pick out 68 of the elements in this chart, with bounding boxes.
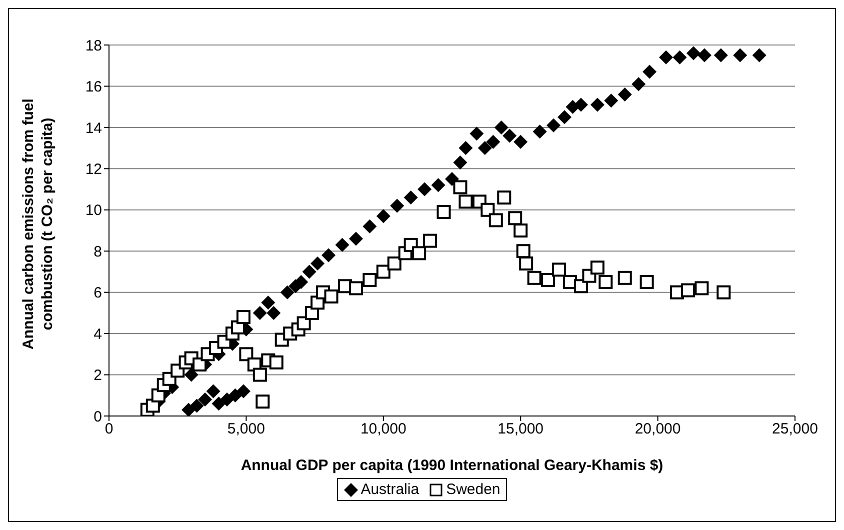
point: [604, 94, 618, 108]
point: [697, 48, 712, 62]
point: [632, 77, 646, 92]
point: [236, 384, 250, 398]
point: [659, 50, 674, 64]
point: [642, 64, 657, 79]
y-tick-label: 18: [85, 37, 102, 54]
y-tick-label: 6: [94, 284, 102, 302]
legend-label: Sweden: [445, 481, 500, 498]
point: [478, 141, 492, 156]
y-tick-label: 14: [85, 120, 102, 137]
point: [431, 178, 446, 192]
point: [190, 398, 204, 413]
point: [618, 87, 632, 102]
point: [376, 209, 390, 224]
point: [182, 402, 196, 416]
point: [558, 110, 572, 124]
point: [335, 238, 350, 252]
point: [184, 368, 198, 382]
x-tick-label: 20,000: [634, 420, 681, 438]
x-axis-title: Annual GDP per capita (1990 International Geary-Khamis $): [240, 457, 664, 474]
point: [590, 98, 604, 112]
point: [280, 285, 294, 300]
point: [733, 48, 748, 62]
point: [266, 306, 281, 320]
point: [228, 388, 242, 402]
point: [494, 120, 508, 134]
y-tick-label: 4: [94, 326, 102, 343]
point: [322, 248, 336, 262]
point: [514, 134, 528, 149]
point: [686, 46, 700, 60]
point: [502, 128, 517, 143]
y-tick-label: 0: [94, 408, 102, 426]
point: [404, 190, 418, 205]
point: [294, 275, 308, 290]
point: [453, 155, 468, 170]
point: [486, 134, 500, 149]
y-tick-label: 10: [85, 202, 102, 220]
point: [752, 48, 766, 62]
y-tick-label: 2: [94, 367, 102, 384]
x-tick-label: 15,000: [498, 420, 544, 438]
point: [390, 198, 404, 213]
y-tick-label: 16: [85, 78, 102, 96]
x-tick-label: 0: [104, 420, 114, 438]
point: [220, 392, 234, 407]
point: [458, 141, 473, 156]
point: [206, 384, 220, 398]
y-tick-label: 12: [85, 160, 102, 178]
point: [470, 126, 484, 141]
point: [252, 306, 267, 320]
point: [546, 118, 561, 132]
x-tick-label: 5,000: [227, 420, 265, 438]
point: [310, 256, 325, 270]
point: [714, 48, 728, 62]
point: [672, 50, 687, 64]
x-tick-label: 25,000: [772, 420, 818, 438]
point: [348, 232, 363, 246]
point: [302, 264, 316, 279]
point: [574, 98, 588, 112]
point: [418, 182, 432, 196]
point: [362, 219, 377, 234]
legend-label: Australia: [360, 481, 420, 498]
x-tick-label: 10,000: [360, 420, 406, 438]
point: [532, 124, 547, 139]
y-axis-title: Annual carbon emissions from fuel combustion (t CO₂ per capita): [20, 98, 56, 350]
y-tick-label: 8: [94, 243, 102, 260]
point: [198, 392, 212, 407]
point: [261, 296, 276, 310]
